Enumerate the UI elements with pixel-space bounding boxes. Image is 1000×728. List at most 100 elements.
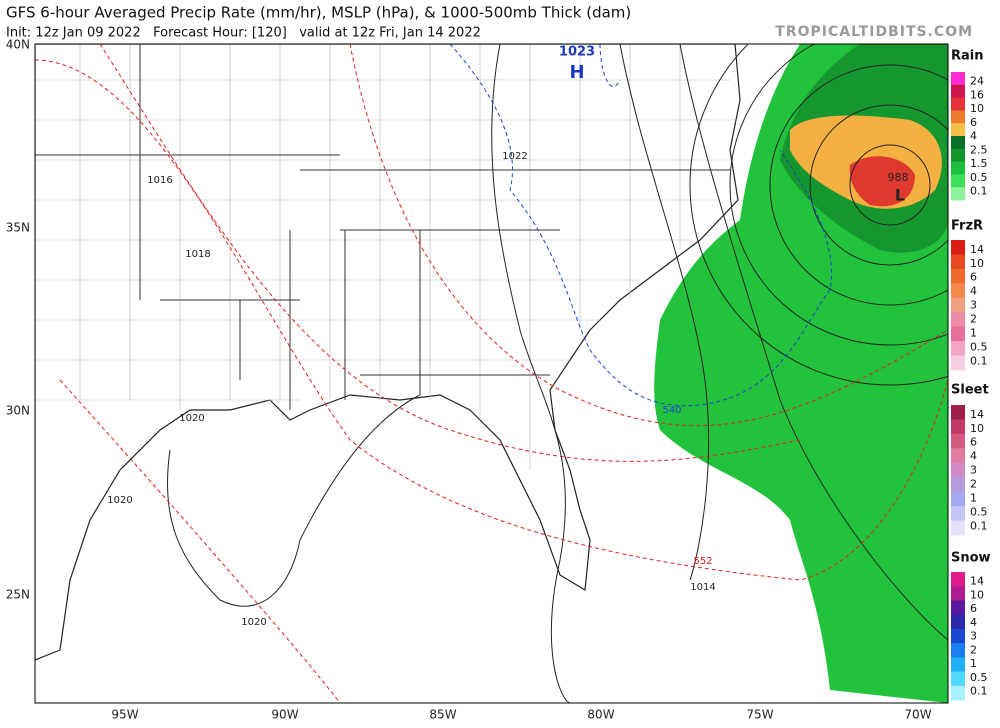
legend-swatch bbox=[951, 491, 965, 507]
legend-label: 0.1 bbox=[970, 685, 988, 698]
legend-swatch bbox=[951, 268, 965, 284]
lon-label: 90W bbox=[271, 708, 298, 722]
legend-swatch bbox=[951, 174, 965, 188]
contour-label: 1020 bbox=[241, 617, 266, 628]
legend-swatch bbox=[951, 123, 965, 137]
legend-swatch bbox=[951, 240, 965, 255]
legend-label: 6 bbox=[970, 116, 977, 129]
coastline bbox=[35, 44, 741, 661]
subtitle: Init: 12z Jan 09 2022 Forecast Hour: [12… bbox=[6, 26, 481, 41]
legend-swatch bbox=[951, 600, 965, 616]
map-frame bbox=[34, 43, 949, 704]
legend-label: 4 bbox=[970, 450, 977, 463]
lon-label: 80W bbox=[587, 708, 614, 722]
legend-label: 2 bbox=[970, 643, 977, 656]
map bbox=[34, 43, 949, 704]
contour-label: 1016 bbox=[147, 175, 172, 186]
lon-label: 95W bbox=[111, 708, 138, 722]
legend-label: 0.1 bbox=[970, 185, 988, 198]
legend-swatch bbox=[951, 110, 965, 124]
legend-label: 6 bbox=[970, 436, 977, 449]
legend-title: FrzR bbox=[951, 219, 983, 234]
legend-swatch bbox=[951, 477, 965, 493]
legend-swatch bbox=[951, 433, 965, 449]
legend-label: 1.5 bbox=[970, 157, 988, 170]
legend-title: Sleet bbox=[951, 383, 989, 398]
legend-swatch bbox=[951, 254, 965, 270]
legend-title: Snow bbox=[951, 551, 991, 566]
lon-label: 85W bbox=[429, 708, 456, 722]
lat-label: 40N bbox=[6, 38, 30, 52]
county-grid bbox=[35, 44, 735, 470]
legend-label: 14 bbox=[970, 408, 984, 421]
legend-label: 2 bbox=[970, 313, 977, 326]
legend-label: 4 bbox=[970, 130, 977, 143]
legend-label: 1 bbox=[970, 327, 977, 340]
legend-swatch bbox=[951, 614, 965, 630]
legend-label: 4 bbox=[970, 616, 977, 629]
credit: TROPICALTIDBITS.COM bbox=[775, 24, 973, 40]
legend-label: 3 bbox=[970, 299, 977, 312]
legend-swatch bbox=[951, 628, 965, 644]
legend-label: 10 bbox=[970, 422, 984, 435]
title: GFS 6-hour Averaged Precip Rate (mm/hr),… bbox=[6, 4, 631, 22]
legend-swatch bbox=[951, 419, 965, 435]
legend-swatch bbox=[951, 671, 965, 687]
legend-label: 2 bbox=[970, 478, 977, 491]
legend-title: Rain bbox=[951, 49, 984, 64]
contour-label: 1020 bbox=[179, 413, 204, 424]
contour-label: 1022 bbox=[502, 151, 527, 162]
legend-label: 16 bbox=[970, 88, 984, 101]
legend-swatch bbox=[951, 462, 965, 478]
legend-swatch bbox=[951, 341, 965, 357]
thickness-552 bbox=[35, 44, 948, 703]
legend-label: 1 bbox=[970, 657, 977, 670]
contour-label: 1023 bbox=[559, 45, 595, 60]
contour-label: H bbox=[569, 62, 584, 83]
contour-label: 552 bbox=[693, 556, 712, 567]
legend-swatch bbox=[951, 572, 965, 587]
legend-swatch bbox=[951, 187, 965, 201]
state-lines bbox=[35, 44, 730, 410]
precip-red bbox=[849, 156, 915, 207]
legend-swatch bbox=[951, 283, 965, 299]
legend-swatch bbox=[951, 520, 965, 536]
legend-label: 10 bbox=[970, 257, 984, 270]
contour-label: 1014 bbox=[690, 582, 715, 593]
legend-label: 10 bbox=[970, 102, 984, 115]
thickness-540 bbox=[449, 44, 832, 407]
lon-label: 75W bbox=[746, 708, 773, 722]
legend-label: 0.1 bbox=[970, 355, 988, 368]
isobars bbox=[167, 44, 948, 703]
legend-swatch bbox=[951, 405, 965, 420]
legend-label: 0.5 bbox=[970, 671, 988, 684]
contour-label: 540 bbox=[662, 405, 681, 416]
legend-swatch bbox=[951, 448, 965, 464]
contour-label: L bbox=[895, 186, 905, 205]
legend-swatch bbox=[951, 148, 965, 163]
legend-swatch bbox=[951, 161, 965, 175]
legend-label: 6 bbox=[970, 271, 977, 284]
legend-swatch bbox=[951, 136, 965, 150]
legend-swatch bbox=[951, 643, 965, 658]
legend-swatch bbox=[951, 586, 965, 601]
legend-swatch bbox=[951, 657, 965, 673]
legend-label: 2.5 bbox=[970, 143, 988, 156]
legend-label: 3 bbox=[970, 630, 977, 643]
legend-label: 0.5 bbox=[970, 341, 988, 354]
legend-swatch bbox=[951, 355, 965, 371]
contour-label: 1020 bbox=[107, 495, 132, 506]
legend-label: 0.5 bbox=[970, 171, 988, 184]
legend-swatch bbox=[951, 84, 965, 99]
legend-swatch bbox=[951, 685, 965, 701]
legend-label: 0.5 bbox=[970, 506, 988, 519]
legend-label: 14 bbox=[970, 575, 984, 588]
legend-label: 3 bbox=[970, 464, 977, 477]
contour-label: 1018 bbox=[185, 249, 210, 260]
lon-label: 70W bbox=[904, 708, 931, 722]
lat-label: 25N bbox=[6, 588, 30, 602]
legend-swatch bbox=[951, 326, 965, 342]
legend-label: 10 bbox=[970, 588, 984, 601]
